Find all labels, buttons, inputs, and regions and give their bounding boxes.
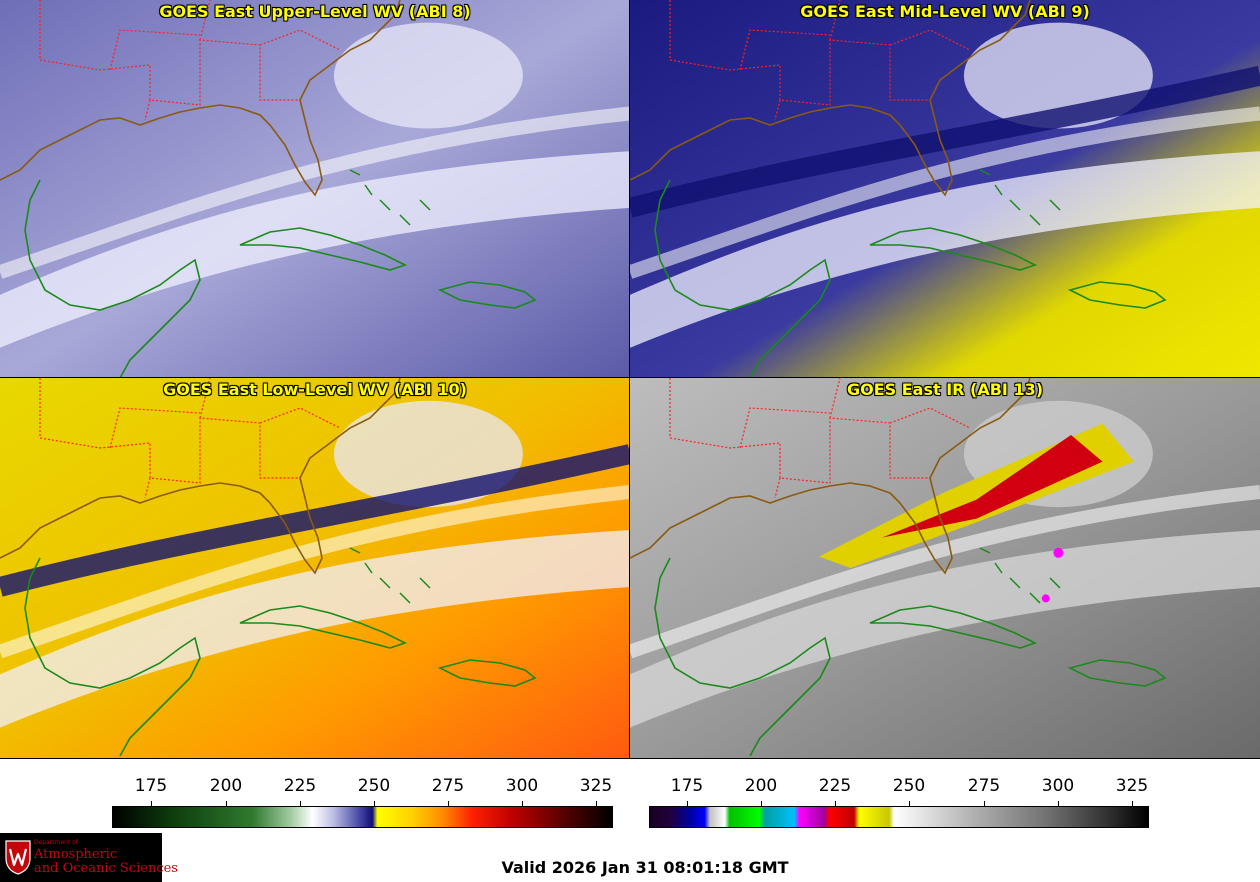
state-borders: [39, 0, 341, 121]
satellite-image-ir: [630, 378, 1260, 758]
panel-title: GOES East Mid-Level WV (ABI 9): [800, 2, 1090, 21]
wv-colorbar-ticks: 175 200 225 250 275 300 325: [112, 776, 612, 806]
ir-colorbar-ticks: 175 200 225 250 275 300 325: [649, 776, 1149, 806]
state-borders: [669, 378, 971, 499]
coastline-bahamas: [979, 169, 1061, 226]
moisture-band: [0, 151, 630, 348]
coastline-cuba: [239, 227, 408, 271]
logo-dept-text: Department of: [34, 839, 78, 846]
coastline-cuba: [239, 605, 408, 649]
convective-cell: [1053, 547, 1064, 558]
panel-title: GOES East Low-Level WV (ABI 10): [163, 380, 467, 399]
panel-title: GOES East IR (ABI 13): [846, 380, 1044, 399]
logo-line1: Atmospheric: [34, 847, 118, 862]
coldest-cloud-tops: [882, 435, 1103, 538]
ir-colorbar: [649, 806, 1149, 828]
dry-slot: [0, 444, 630, 597]
coastline-hispaniola: [1067, 659, 1167, 687]
tick-label: 250: [892, 776, 926, 796]
coastline-cuba: [869, 605, 1038, 649]
panel-ir: GOES East IR (ABI 13): [629, 377, 1260, 759]
panel-upper-wv: GOES East Upper-Level WV (ABI 8): [0, 0, 631, 379]
cloud-mass: [333, 22, 523, 129]
coastline-mexico: [654, 179, 831, 378]
tick-label: 225: [818, 776, 852, 796]
coastline-cuba: [869, 227, 1038, 271]
coastline-us: [0, 0, 401, 197]
cloud-streak: [630, 485, 1260, 659]
panel-low-wv: GOES East Low-Level WV (ABI 10): [0, 377, 631, 759]
coastline-mexico: [24, 179, 201, 378]
tick-label: 200: [744, 776, 778, 796]
panel-mid-wv: GOES East Mid-Level WV (ABI 9): [629, 0, 1260, 379]
tick-label: 275: [431, 776, 465, 796]
coastline-us: [630, 0, 1031, 197]
satellite-image-upper-wv: [0, 0, 630, 378]
coastline-mexico: [654, 557, 831, 757]
coastline-bahamas: [349, 169, 431, 226]
tick-label: 300: [505, 776, 539, 796]
cloud-streak: [0, 485, 630, 659]
tick-label: 225: [283, 776, 317, 796]
coastline-mexico: [24, 557, 201, 757]
tick-label: 275: [967, 776, 1001, 796]
valid-time: Valid 2026 Jan 31 08:01:18 GMT: [501, 858, 789, 877]
dry-slot: [630, 65, 1260, 218]
coastline-bahamas: [349, 547, 431, 604]
satellite-image-mid-wv: [630, 0, 1260, 378]
moisture-band: [630, 151, 1260, 348]
wv-colorbar: [112, 806, 613, 828]
coastline-bahamas: [979, 547, 1061, 604]
tick-label: 200: [209, 776, 243, 796]
satellite-image-low-wv: [0, 378, 630, 758]
aos-logo: Department of Atmospheric and Oceanic Sc…: [0, 833, 178, 882]
cloud-streak: [630, 106, 1260, 279]
tick-label: 250: [357, 776, 391, 796]
state-borders: [39, 378, 341, 499]
convective-cell: [1041, 594, 1050, 603]
logo-line2: and Oceanic Sciences: [34, 861, 178, 876]
panel-title: GOES East Upper-Level WV (ABI 8): [159, 2, 471, 21]
coastline-hispaniola: [1067, 281, 1167, 309]
tick-label: 175: [134, 776, 168, 796]
tick-label: 325: [579, 776, 613, 796]
cloud-streak: [0, 106, 630, 279]
state-borders: [669, 0, 971, 121]
tick-label: 300: [1041, 776, 1075, 796]
uw-crest-icon: [5, 840, 31, 875]
coastline-us: [0, 378, 401, 575]
coastline-hispaniola: [437, 281, 537, 309]
coastline-hispaniola: [437, 659, 537, 687]
coastline-us: [630, 378, 1031, 575]
tick-label: 325: [1115, 776, 1149, 796]
tick-label: 175: [670, 776, 704, 796]
